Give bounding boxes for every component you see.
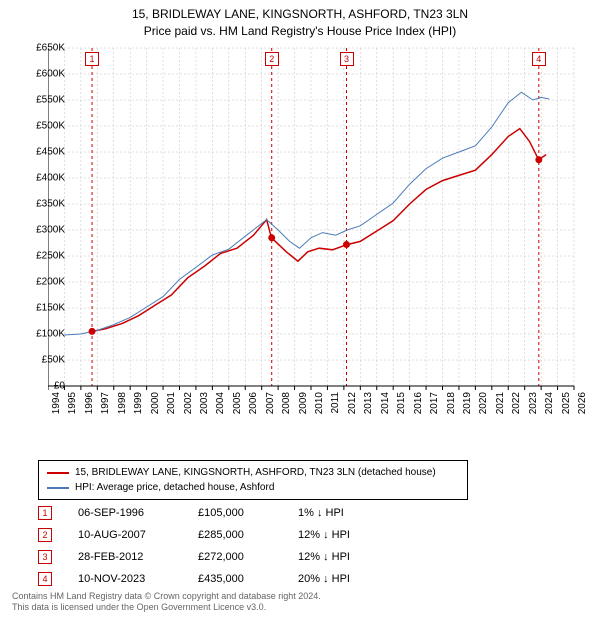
x-tick-label: 2024	[544, 392, 555, 414]
y-tick-label: £600K	[25, 69, 65, 80]
x-tick-label: 2002	[183, 392, 194, 414]
x-tick-label: 2017	[429, 392, 440, 414]
legend-row-2: HPI: Average price, detached house, Ashf…	[47, 480, 459, 495]
x-tick-label: 1996	[84, 392, 95, 414]
x-tick-label: 2000	[150, 392, 161, 414]
y-tick-label: £550K	[25, 95, 65, 106]
y-tick-label: £0	[25, 381, 65, 392]
y-tick-label: £400K	[25, 173, 65, 184]
sale-diff: 1% ↓ HPI	[298, 507, 398, 519]
sale-date: 06-SEP-1996	[78, 507, 198, 519]
x-tick-label: 2006	[248, 392, 259, 414]
x-tick-label: 2004	[215, 392, 226, 414]
title-line-1: 15, BRIDLEWAY LANE, KINGSNORTH, ASHFORD,…	[0, 6, 600, 23]
x-tick-label: 1999	[133, 392, 144, 414]
x-tick-label: 2001	[166, 392, 177, 414]
x-tick-label: 1994	[51, 392, 62, 414]
y-tick-label: £300K	[25, 225, 65, 236]
x-tick-label: 2025	[561, 392, 572, 414]
x-tick-label: 2015	[396, 392, 407, 414]
x-tick-label: 2019	[462, 392, 473, 414]
x-tick-label: 2020	[478, 392, 489, 414]
footer: Contains HM Land Registry data © Crown c…	[12, 591, 321, 614]
sale-diff: 20% ↓ HPI	[298, 573, 398, 585]
x-tick-label: 2013	[363, 392, 374, 414]
sale-price: £272,000	[198, 551, 298, 563]
y-tick-label: £650K	[25, 43, 65, 54]
sale-price: £105,000	[198, 507, 298, 519]
sales-row: 4 10-NOV-2023£435,00020% ↓ HPI	[38, 568, 398, 590]
x-tick-label: 2022	[511, 392, 522, 414]
x-tick-label: 2011	[330, 392, 341, 414]
sale-price: £435,000	[198, 573, 298, 585]
sales-row: 1 06-SEP-1996£105,0001% ↓ HPI	[38, 502, 398, 524]
event-marker-1: 1	[85, 52, 99, 66]
footer-line-1: Contains HM Land Registry data © Crown c…	[12, 591, 321, 603]
event-marker-2: 2	[265, 52, 279, 66]
x-tick-label: 1997	[100, 392, 111, 414]
legend-label-1: 15, BRIDLEWAY LANE, KINGSNORTH, ASHFORD,…	[75, 465, 436, 480]
y-tick-label: £250K	[25, 251, 65, 262]
legend-label-2: HPI: Average price, detached house, Ashf…	[75, 480, 274, 495]
sale-price: £285,000	[198, 529, 298, 541]
x-tick-label: 2007	[265, 392, 276, 414]
y-tick-label: £150K	[25, 303, 65, 314]
chart-area	[48, 44, 578, 414]
x-tick-label: 2014	[380, 392, 391, 414]
legend-swatch-red	[47, 472, 69, 474]
line-chart	[48, 44, 578, 414]
event-marker-3: 3	[340, 52, 354, 66]
x-tick-label: 1995	[67, 392, 78, 414]
x-tick-label: 2005	[232, 392, 243, 414]
y-tick-label: £200K	[25, 277, 65, 288]
sales-marker-1: 1	[38, 506, 52, 520]
y-tick-label: £500K	[25, 121, 65, 132]
x-tick-label: 2021	[495, 392, 506, 414]
sales-marker-3: 3	[38, 550, 52, 564]
sales-marker-4: 4	[38, 572, 52, 586]
sale-diff: 12% ↓ HPI	[298, 551, 398, 563]
footer-line-2: This data is licensed under the Open Gov…	[12, 602, 321, 614]
chart-title-block: 15, BRIDLEWAY LANE, KINGSNORTH, ASHFORD,…	[0, 0, 600, 40]
sales-marker-2: 2	[38, 528, 52, 542]
x-tick-label: 2026	[577, 392, 588, 414]
x-tick-label: 2010	[314, 392, 325, 414]
x-tick-label: 2003	[199, 392, 210, 414]
title-line-2: Price paid vs. HM Land Registry's House …	[0, 23, 600, 40]
y-tick-label: £350K	[25, 199, 65, 210]
sale-date: 10-AUG-2007	[78, 529, 198, 541]
y-tick-label: £100K	[25, 329, 65, 340]
y-tick-label: £50K	[25, 355, 65, 366]
legend-row-1: 15, BRIDLEWAY LANE, KINGSNORTH, ASHFORD,…	[47, 465, 459, 480]
x-tick-label: 2023	[528, 392, 539, 414]
sales-row: 3 28-FEB-2012£272,00012% ↓ HPI	[38, 546, 398, 568]
sales-table: 1 06-SEP-1996£105,0001% ↓ HPI 2 10-AUG-2007…	[38, 502, 398, 590]
x-tick-label: 2016	[413, 392, 424, 414]
legend: 15, BRIDLEWAY LANE, KINGSNORTH, ASHFORD,…	[38, 460, 468, 500]
x-tick-label: 2018	[446, 392, 457, 414]
x-tick-label: 1998	[117, 392, 128, 414]
x-tick-label: 2012	[347, 392, 358, 414]
sales-row: 2 10-AUG-2007£285,00012% ↓ HPI	[38, 524, 398, 546]
event-marker-4: 4	[532, 52, 546, 66]
sale-date: 10-NOV-2023	[78, 573, 198, 585]
x-tick-label: 2009	[298, 392, 309, 414]
sale-date: 28-FEB-2012	[78, 551, 198, 563]
sale-diff: 12% ↓ HPI	[298, 529, 398, 541]
y-tick-label: £450K	[25, 147, 65, 158]
legend-swatch-blue	[47, 487, 69, 489]
x-tick-label: 2008	[281, 392, 292, 414]
